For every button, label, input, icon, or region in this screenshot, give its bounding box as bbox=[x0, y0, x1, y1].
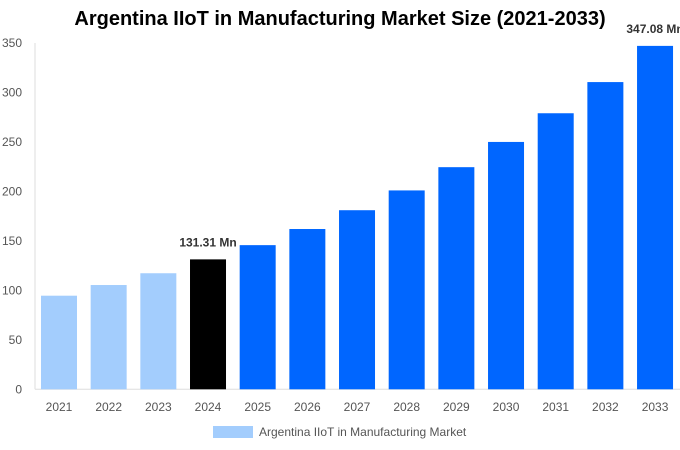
y-tick-label: 250 bbox=[2, 135, 22, 149]
data-label-2024: 131.31 Mn bbox=[179, 235, 236, 249]
x-tick-label: 2027 bbox=[344, 400, 371, 414]
bar-2022 bbox=[90, 285, 127, 390]
bar-2030 bbox=[488, 141, 525, 390]
y-tick-label: 200 bbox=[2, 184, 22, 198]
chart-title: Argentina IIoT in Manufacturing Market S… bbox=[74, 8, 606, 30]
x-tick-label: 2024 bbox=[195, 400, 222, 414]
data-label-2033: 347.08 Mn bbox=[626, 22, 680, 36]
x-tick-label: 2030 bbox=[493, 400, 520, 414]
x-tick-label: 2033 bbox=[642, 400, 669, 414]
x-tick-label: 2031 bbox=[542, 400, 569, 414]
legend[interactable]: Argentina IIoT in Manufacturing Market bbox=[213, 425, 466, 439]
x-tick-label: 2029 bbox=[443, 400, 470, 414]
x-tick-label: 2025 bbox=[244, 400, 271, 414]
bar-2028 bbox=[388, 190, 425, 390]
bar-2021 bbox=[41, 295, 77, 390]
x-tick-label: 2023 bbox=[145, 400, 172, 414]
legend-label: Argentina IIoT in Manufacturing Market bbox=[259, 425, 467, 439]
bar-2023 bbox=[140, 273, 177, 390]
y-tick-label: 0 bbox=[15, 382, 22, 396]
y-tick-label: 350 bbox=[2, 36, 22, 50]
x-tick-label: 2026 bbox=[294, 400, 321, 414]
bar-2024 bbox=[190, 259, 227, 390]
x-tick-label: 2021 bbox=[46, 400, 73, 414]
bar-2029 bbox=[438, 167, 475, 390]
bar-2025 bbox=[239, 245, 276, 390]
x-tick-label: 2028 bbox=[393, 400, 420, 414]
bar-2031 bbox=[537, 113, 574, 390]
legend-swatch bbox=[213, 426, 253, 438]
bar-2026 bbox=[289, 229, 326, 390]
bar-2027 bbox=[339, 210, 376, 390]
bar-2032 bbox=[587, 82, 624, 390]
bar-2033 bbox=[637, 45, 674, 390]
y-tick-label: 300 bbox=[2, 85, 22, 99]
y-tick-label: 150 bbox=[2, 234, 22, 248]
y-tick-label: 100 bbox=[2, 283, 22, 297]
x-tick-label: 2022 bbox=[95, 400, 122, 414]
x-tick-label: 2032 bbox=[592, 400, 619, 414]
y-tick-label: 50 bbox=[9, 333, 23, 347]
